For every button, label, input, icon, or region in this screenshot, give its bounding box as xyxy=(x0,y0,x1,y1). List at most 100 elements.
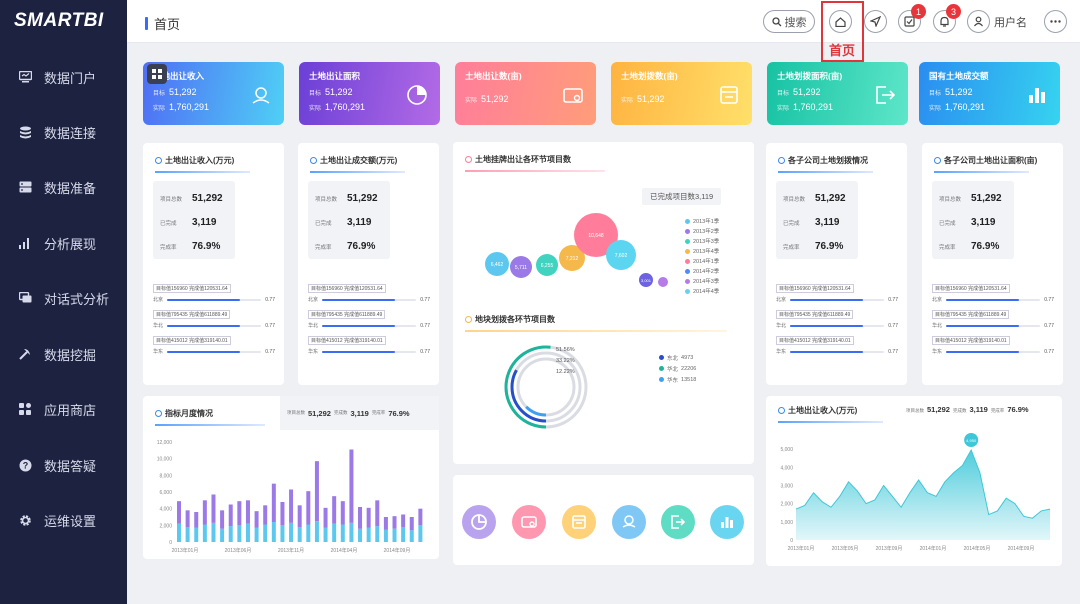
sidebar-item-label: 数据准备 xyxy=(44,180,97,196)
home-button[interactable] xyxy=(829,10,852,33)
bar-segment-lower xyxy=(392,528,397,542)
user-menu[interactable]: 用户名 xyxy=(967,10,1027,33)
kpi-title: 土地划拨数(亩) xyxy=(621,71,678,81)
x-tick-label: 2013年09月 xyxy=(876,545,903,552)
sidebar-item-data-portal[interactable]: 数据门户 xyxy=(0,62,127,92)
y-tick-label: 5,000 xyxy=(780,447,793,453)
bar-chart-shortcut[interactable] xyxy=(710,505,744,539)
bar-chart-icon xyxy=(721,517,733,528)
bar-segment-lower xyxy=(194,527,199,542)
sidebar-item-chat-analysis[interactable]: 对话式分析 xyxy=(0,283,127,313)
sidebar-item-data-prep[interactable]: 数据准备 xyxy=(0,172,127,202)
export-shortcut[interactable] xyxy=(661,505,695,539)
tasks-button[interactable]: 1 xyxy=(898,4,926,33)
question-icon: ? xyxy=(17,457,33,473)
kpi-card[interactable]: 土地出让数(亩) 实际 51,292 xyxy=(455,62,596,125)
bubble-chart: 6,462 5,711 6,255 7,212 10,648 7,602 3,0… xyxy=(485,213,668,287)
pie-chart-shortcut[interactable] xyxy=(462,505,496,539)
breadcrumb-home[interactable]: 首页 xyxy=(154,17,181,32)
x-tick-label: 2014年04月 xyxy=(331,547,358,554)
bar-segment-lower xyxy=(314,521,319,542)
donut-ring-middle xyxy=(510,351,582,423)
bubble-legend: 2013年1季 2013年2季 2013年3季 2013年4季 2014年1季 2014年… xyxy=(685,216,719,296)
card-title: 土地出让成交额(万元) xyxy=(310,155,397,166)
tasks-badge: 1 xyxy=(911,4,926,19)
bar-segment-lower xyxy=(297,527,302,542)
sidebar-item-app-store[interactable]: 应用商店 xyxy=(0,394,127,424)
kpi-card[interactable]: 土地出让面积 目标 51,292 实际 1,760,291 xyxy=(299,62,440,125)
bar-segment-lower xyxy=(245,523,250,542)
y-tick-label: 2,000 xyxy=(159,523,172,529)
bar-segment-upper xyxy=(237,501,242,526)
sidebar-item-data-qa[interactable]: ? 数据答疑 xyxy=(0,450,127,480)
sidebar-item-analysis[interactable]: 分析展现 xyxy=(0,228,127,258)
legend-item: 2013年3季 xyxy=(685,236,719,246)
kpi-title: 土地出让收入 xyxy=(153,71,205,81)
area-line xyxy=(795,448,1051,519)
bubble-card-title: 土地挂牌出让各环节项目数 xyxy=(465,154,571,165)
bar-segment-upper xyxy=(323,507,328,528)
grid-menu-button[interactable] xyxy=(147,64,167,84)
legend-item: 2013年4季 xyxy=(685,246,719,256)
y-tick-label: 4,000 xyxy=(159,507,172,513)
pie-chart-icon xyxy=(407,85,427,105)
send-button[interactable] xyxy=(864,10,887,33)
y-tick-label: 10,000 xyxy=(157,457,173,463)
bar-segment-upper xyxy=(297,505,302,527)
ticket-shortcut[interactable] xyxy=(512,505,546,539)
stat-card-deal: 土地出让成交额(万元) 项目总数 51,292 已完成 3,119 完成率 76.9% 目标值… xyxy=(298,143,439,385)
kpi-actual-value: 51,292 xyxy=(637,94,665,104)
bubble xyxy=(574,213,618,257)
progress-bar-item: 目标值156960 完成值120531.64 北京 0.77 xyxy=(153,284,275,303)
calendar-shortcut[interactable] xyxy=(562,505,596,539)
bar-segment-upper xyxy=(383,517,388,530)
kpi-actual-label: 实际 xyxy=(465,97,478,104)
legend-item: 2014年4季 xyxy=(685,286,719,296)
bar-chart-icon xyxy=(17,235,33,251)
progress-bar-item: 目标值156960 完成值120531.64 北京 0.77 xyxy=(932,284,1054,303)
bar-segment-lower xyxy=(271,522,276,542)
kpi-card[interactable]: 土地划拨数(亩) 实际 51,292 xyxy=(611,62,752,125)
more-button[interactable] xyxy=(1044,10,1067,33)
bubble-donut-card: 土地挂牌出让各环节项目数 已完成项目数3,119 6,462 5,711 6,2… xyxy=(453,142,754,464)
kpi-title: 土地划拨面积(亩) xyxy=(777,71,843,81)
kpi-target-value: 51,292 xyxy=(945,87,973,97)
sidebar-item-data-connection[interactable]: 数据连接 xyxy=(0,117,127,147)
bar-segment-lower xyxy=(349,522,354,542)
bar-segment-lower xyxy=(323,527,328,542)
card-title: 土地出让收入(万元) xyxy=(155,155,234,166)
sidebar-item-ops-settings[interactable]: 运维设置 xyxy=(0,505,127,535)
progress-bar-item: 目标值795435 完成值611889.49 华北 0.77 xyxy=(153,310,275,329)
bar-segment-upper xyxy=(306,491,311,525)
sidebar-item-label: 数据答疑 xyxy=(44,458,97,474)
bar-segment-lower xyxy=(177,523,181,542)
kpi-card[interactable]: 国有土地成交额 目标 51,292 实际 1,760,291 xyxy=(919,62,1060,125)
bar-segment-lower xyxy=(228,526,233,542)
bar-segment-upper xyxy=(263,505,268,525)
task-check-icon xyxy=(904,16,915,27)
hand-coin-shortcut[interactable] xyxy=(612,505,646,539)
kpi-actual-label: 实际 xyxy=(621,97,634,104)
donut-percent-labels: 51.56% 33.22% 12.22% xyxy=(556,347,575,375)
kpi-title: 国有土地成交额 xyxy=(929,71,989,81)
search-button[interactable]: 搜索 xyxy=(763,10,815,33)
bar-segment-upper xyxy=(280,502,285,526)
bar-segment-upper xyxy=(228,504,233,527)
gear-icon xyxy=(17,512,33,528)
calendar-icon xyxy=(720,86,738,104)
bar-segment-upper xyxy=(366,507,371,528)
kpi-target-value: 51,292 xyxy=(793,87,821,97)
kpi-card[interactable]: 土地划拨面积(亩) 目标 51,292 实际 1,760,291 xyxy=(767,62,908,125)
calendar-icon xyxy=(572,515,586,529)
bar-segment-upper xyxy=(392,516,397,529)
search-icon xyxy=(771,16,781,26)
bubble xyxy=(536,254,558,276)
quick-icons-card xyxy=(453,475,754,565)
kpi-actual-value: 51,292 xyxy=(481,94,509,104)
x-tick-label: 2013年05月 xyxy=(832,545,859,552)
donut-card-title: 地块划拨各环节项目数 xyxy=(465,314,555,325)
sidebar-item-data-mining[interactable]: 数据挖掘 xyxy=(0,339,127,369)
notifications-button[interactable]: 3 xyxy=(933,4,961,33)
svg-text:5,711: 5,711 xyxy=(515,265,527,271)
legend-item: 华北 22206 xyxy=(659,363,696,374)
